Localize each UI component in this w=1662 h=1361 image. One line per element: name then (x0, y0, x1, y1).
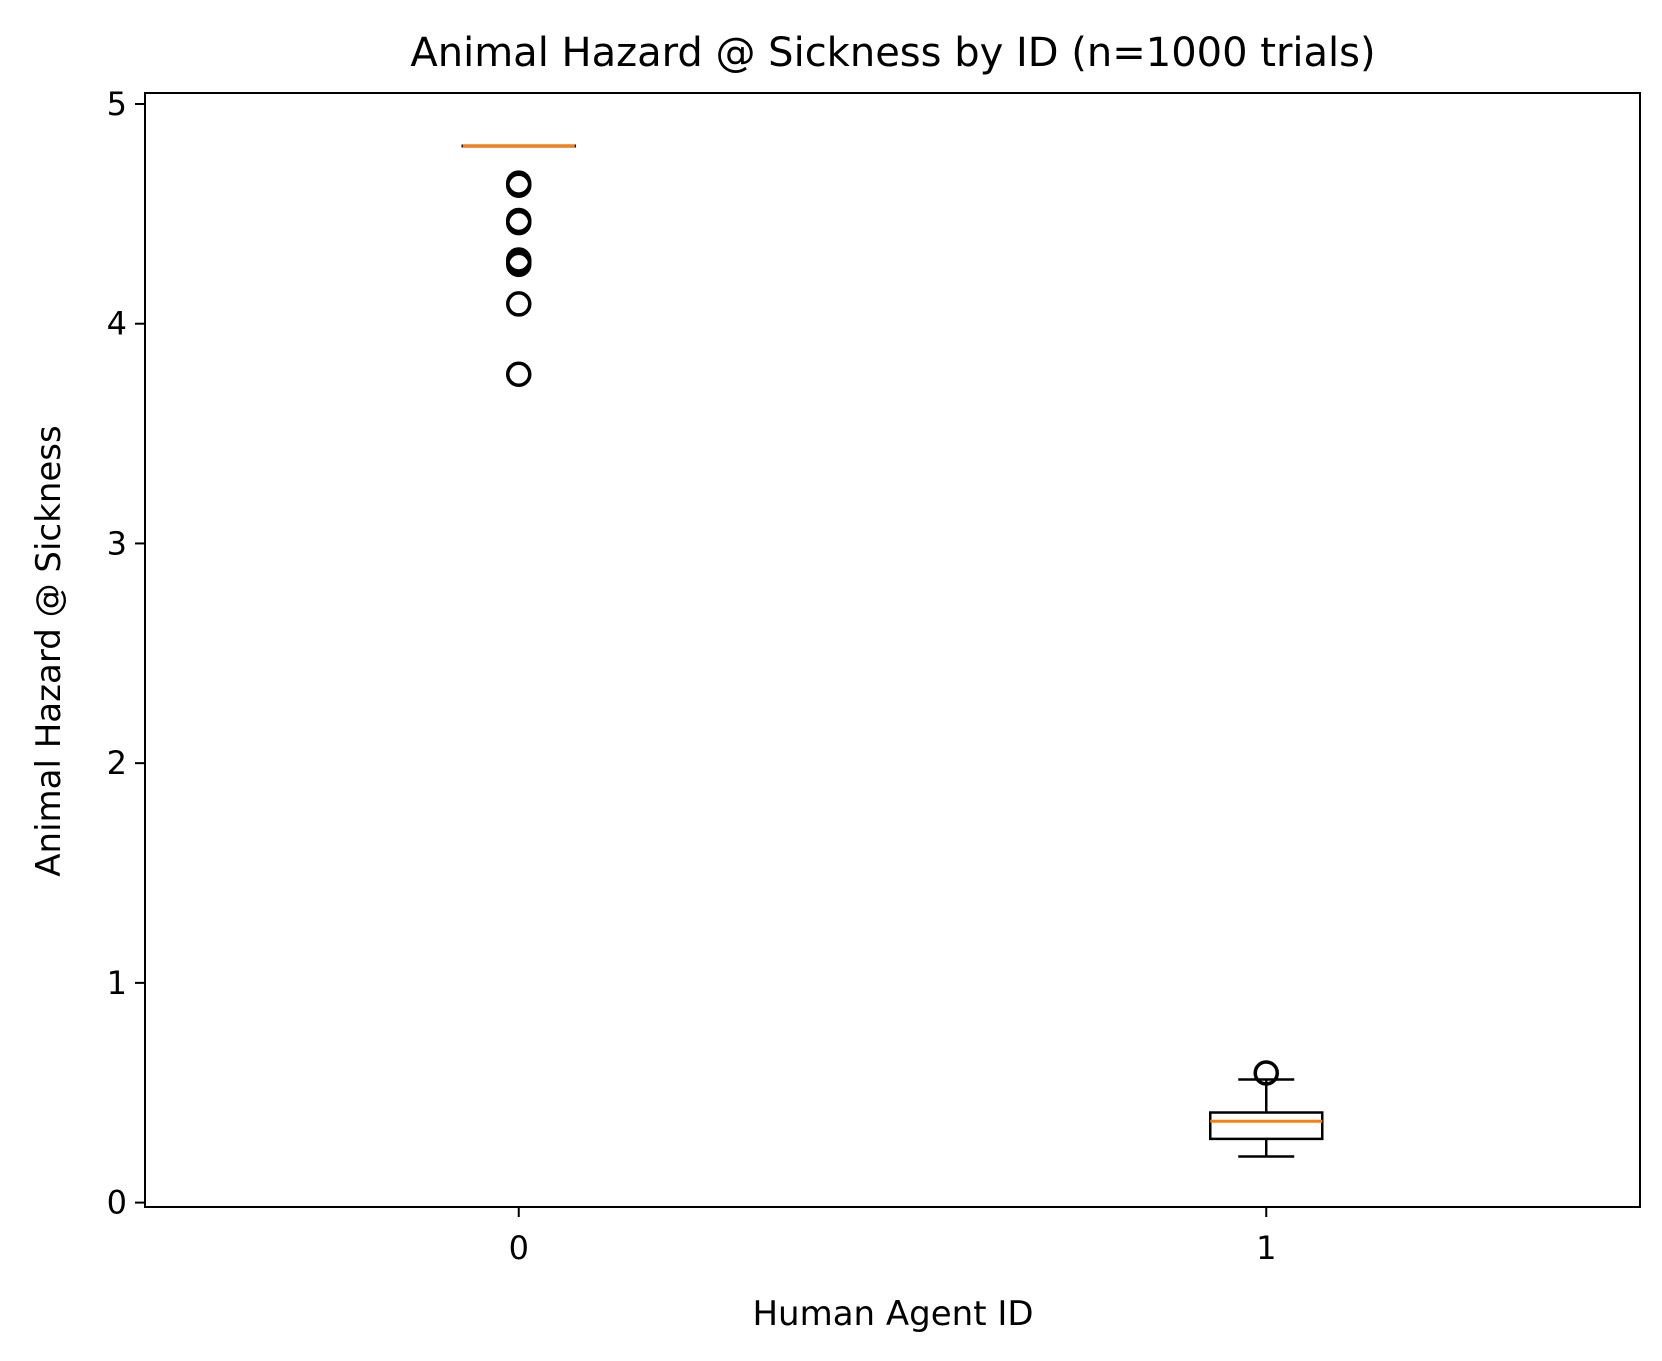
outlier-point (506, 361, 532, 387)
outlier-point (506, 251, 532, 278)
y-tick-label: 5 (107, 85, 127, 123)
box-iqr (1209, 1111, 1324, 1141)
y-tick-label: 0 (107, 1184, 127, 1222)
x-tick-label: 1 (1256, 1229, 1276, 1267)
y-tick-label: 2 (107, 744, 127, 782)
y-axis-label: Animal Hazard @ Sickness (29, 425, 69, 876)
plot-area: 0 1 2 3 4 5 0 1 (107, 85, 1641, 1267)
outlier-point (506, 291, 532, 317)
x-axis-label: Human Agent ID (752, 1294, 1033, 1334)
y-tick-label: 4 (107, 305, 127, 343)
plot-frame (144, 92, 1641, 1208)
y-tick-label: 1 (107, 964, 127, 1002)
outlier-point (506, 172, 532, 199)
y-tick-label: 3 (107, 524, 127, 562)
outlier-point (506, 209, 532, 236)
outlier-point (1253, 1060, 1279, 1086)
chart-title: Animal Hazard @ Sickness by ID (n=1000 t… (410, 30, 1375, 76)
x-tick-label: 0 (509, 1229, 529, 1267)
